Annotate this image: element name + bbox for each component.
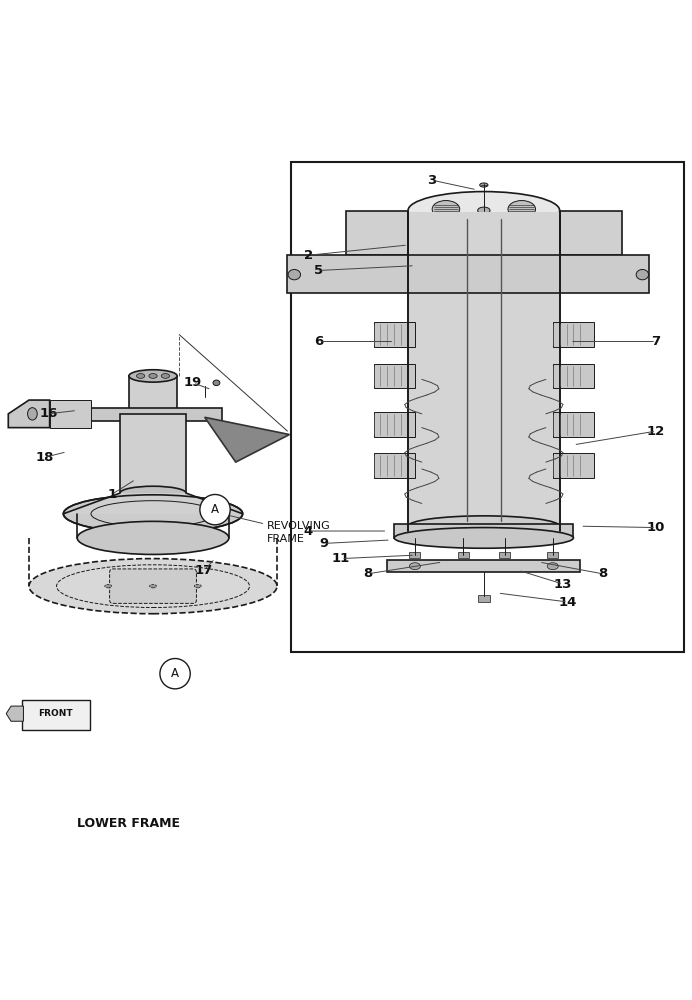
Ellipse shape	[410, 563, 421, 570]
Bar	[374, 322, 415, 347]
Bar	[547, 552, 558, 558]
Text: 13: 13	[554, 578, 572, 591]
Text: 18: 18	[35, 451, 54, 464]
Ellipse shape	[104, 584, 111, 588]
Polygon shape	[560, 211, 621, 255]
Bar	[120, 414, 186, 493]
Ellipse shape	[161, 374, 170, 378]
Polygon shape	[346, 211, 408, 255]
Bar	[553, 364, 594, 388]
Text: 8: 8	[598, 567, 607, 580]
Bar	[457, 552, 468, 558]
Bar	[374, 412, 415, 437]
Ellipse shape	[129, 370, 177, 382]
Text: 3: 3	[428, 174, 437, 187]
Bar	[388, 560, 581, 572]
Circle shape	[160, 659, 190, 689]
Bar	[553, 412, 594, 437]
Bar	[84, 408, 222, 421]
Polygon shape	[64, 493, 243, 514]
Text: A: A	[171, 667, 179, 680]
FancyBboxPatch shape	[22, 700, 90, 730]
Bar	[50, 400, 91, 428]
Text: 12: 12	[647, 425, 665, 438]
Bar	[499, 552, 510, 558]
Ellipse shape	[64, 495, 243, 533]
Text: 8: 8	[363, 567, 373, 580]
Ellipse shape	[149, 374, 157, 378]
Ellipse shape	[29, 559, 277, 614]
Text: 19: 19	[184, 376, 202, 389]
Text: 4: 4	[304, 525, 313, 538]
Polygon shape	[8, 400, 50, 428]
Ellipse shape	[477, 207, 490, 214]
Text: 16: 16	[39, 407, 57, 420]
Ellipse shape	[636, 269, 648, 280]
Ellipse shape	[78, 521, 229, 554]
Ellipse shape	[408, 516, 560, 537]
Bar	[374, 453, 415, 478]
Circle shape	[200, 494, 230, 525]
Ellipse shape	[394, 528, 574, 548]
Text: REVOLVING
FRAME: REVOLVING FRAME	[266, 521, 331, 544]
Ellipse shape	[213, 380, 220, 386]
Text: 11: 11	[332, 552, 350, 565]
Ellipse shape	[288, 269, 300, 280]
Text: 10: 10	[647, 521, 665, 534]
Bar	[408, 212, 560, 531]
Bar	[374, 364, 415, 388]
Text: 1: 1	[107, 488, 116, 501]
Text: FRONT: FRONT	[39, 709, 73, 718]
Polygon shape	[287, 255, 649, 293]
Ellipse shape	[28, 408, 37, 420]
Text: 7: 7	[652, 335, 661, 348]
Ellipse shape	[120, 486, 186, 500]
Ellipse shape	[149, 584, 156, 588]
Bar	[129, 376, 177, 414]
Text: A: A	[211, 503, 219, 516]
Text: 5: 5	[314, 264, 323, 277]
Bar	[394, 524, 574, 538]
Ellipse shape	[508, 201, 536, 218]
Bar	[410, 552, 421, 558]
Bar	[477, 595, 490, 602]
Ellipse shape	[547, 563, 558, 570]
FancyBboxPatch shape	[109, 569, 197, 603]
Text: 2: 2	[304, 249, 313, 262]
Polygon shape	[6, 706, 24, 721]
Bar	[291, 162, 684, 652]
Ellipse shape	[480, 183, 488, 187]
Text: 17: 17	[195, 564, 213, 577]
Ellipse shape	[408, 192, 560, 229]
Bar	[553, 322, 594, 347]
Text: 14: 14	[558, 596, 577, 609]
Ellipse shape	[432, 201, 459, 218]
Text: LOWER FRAME: LOWER FRAME	[78, 817, 181, 830]
Text: 9: 9	[320, 537, 329, 550]
Text: 6: 6	[313, 335, 323, 348]
Ellipse shape	[136, 374, 145, 378]
Ellipse shape	[194, 584, 201, 588]
Bar	[553, 453, 594, 478]
Polygon shape	[205, 417, 289, 462]
